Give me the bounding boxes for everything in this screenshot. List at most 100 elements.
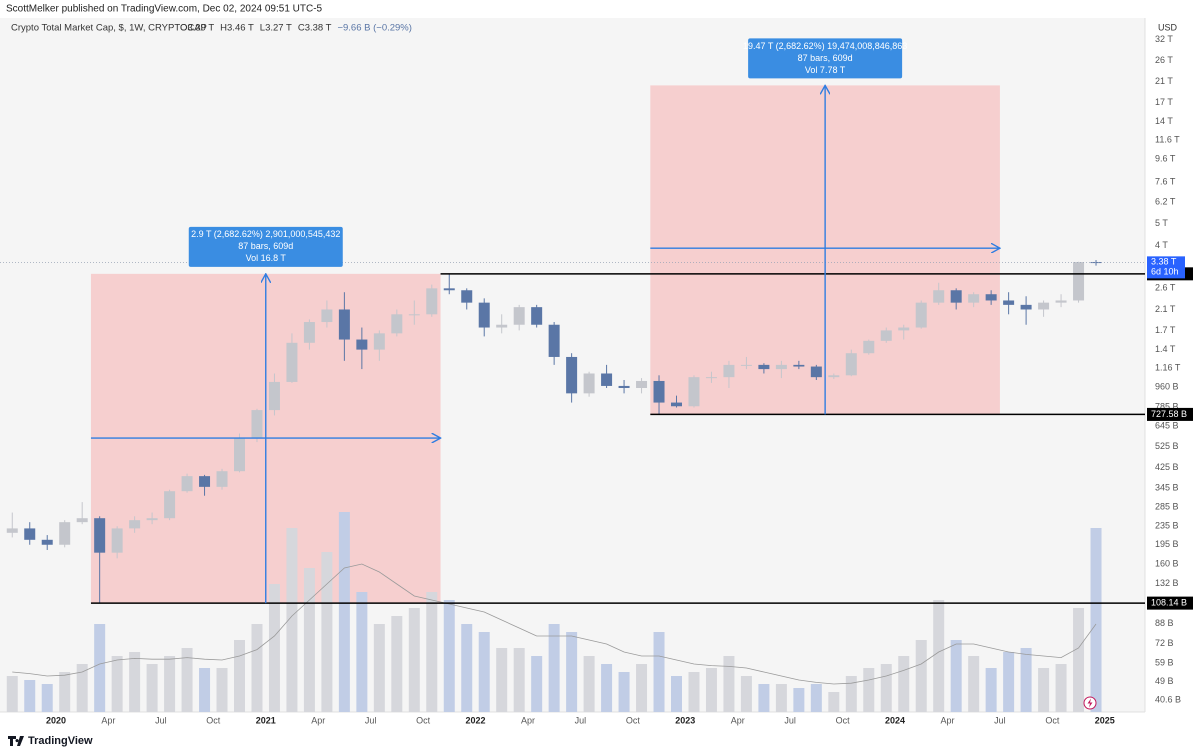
y-tick-label: 17 T (1155, 97, 1173, 107)
y-tick-label: 21 T (1155, 76, 1173, 86)
candle-body (41, 539, 53, 545)
volume-bar (111, 656, 123, 712)
volume-bar (6, 676, 18, 712)
price-axis: 32 T 26 T 21 T 17 T 14 T 11.6 T 9.6 T 7.6 T 6.2 … (1147, 34, 1193, 704)
candle-body (898, 327, 910, 331)
measure-tooltip-text: Vol 7.78 T (805, 65, 846, 75)
x-tick-label: 2021 (256, 715, 276, 725)
y-tick-label: 1.7 T (1155, 325, 1176, 335)
candle-body (356, 339, 368, 350)
candle-body (461, 290, 473, 303)
level-price-text: 108.14 B (1151, 597, 1187, 607)
legend-value: C3.38 T (298, 23, 332, 34)
x-tick-label: Jul (575, 715, 587, 725)
candle-body (915, 302, 927, 328)
candle-body (566, 356, 578, 394)
x-tick-label: 2023 (675, 715, 695, 725)
y-tick-label: 11.6 T (1155, 135, 1180, 145)
logo (8, 736, 24, 746)
volume-bar (531, 656, 543, 712)
candle-body (1073, 262, 1085, 301)
volume-bar (251, 624, 263, 712)
candle-body (950, 290, 962, 303)
volume-bar (321, 552, 333, 712)
volume-bar (199, 668, 211, 712)
x-tick-label: Apr (731, 715, 745, 725)
y-tick-label: 960 B (1155, 381, 1179, 391)
volume-bar (426, 592, 438, 712)
volume-bar (1073, 608, 1085, 712)
volume-bar (653, 632, 665, 712)
candle-body (426, 288, 438, 315)
x-tick-label: Oct (206, 715, 221, 725)
candle-body (408, 314, 420, 316)
volume-bar (583, 656, 595, 712)
y-tick-label: 4 T (1155, 240, 1168, 250)
volume-bar (24, 680, 36, 712)
x-tick-label: 2024 (885, 715, 905, 725)
last-price-text: 3.38 T (1151, 257, 1177, 267)
volume-bar (601, 664, 613, 712)
volume-bar (408, 608, 420, 712)
x-tick-label: Jul (155, 715, 167, 725)
published: ScottMelker published on TradingView.com… (6, 4, 323, 15)
volume-bar (810, 684, 822, 712)
candle-body (496, 324, 508, 328)
candle-body (671, 402, 682, 407)
candle-body (845, 353, 857, 376)
last-price-countdown: 6d 10h (1151, 267, 1179, 277)
volume-bar (793, 688, 805, 712)
candle-body (880, 330, 892, 341)
x-tick-label: Oct (626, 715, 641, 725)
candle-body (636, 380, 648, 389)
currency: USD (1158, 22, 1178, 32)
volume-bar (985, 668, 997, 712)
volume-ma (12, 563, 1097, 685)
x-tick-label: Apr (940, 715, 954, 725)
volume-bar (775, 684, 787, 712)
candle-body (59, 522, 71, 545)
y-tick-label: 785 B (1155, 401, 1179, 411)
candle-body (618, 385, 630, 389)
volume-bar (845, 676, 857, 712)
symbol: Crypto Total Market Cap, $, 1W, CRYPTOCA… (11, 23, 207, 34)
y-tick-label: 2.6 T (1155, 283, 1176, 293)
volume-bar (723, 656, 735, 712)
candle-body (286, 342, 298, 382)
candle-body (775, 364, 787, 370)
x-tick-label: Oct (416, 715, 431, 725)
volume-bar (496, 648, 508, 712)
candle-body (1020, 304, 1032, 310)
candle-body (251, 410, 263, 438)
candle-body (216, 471, 228, 487)
volume-bar (636, 664, 648, 712)
measure-tooltip-text: 2.9 T (2,682.62%) 2,901,000,545,432 (191, 229, 340, 239)
layers: 2.9 T (2,682.62%) 2,901,000,545,432 87 ba… (0, 38, 1145, 712)
legend-value: −9.66 B (−0.29%) (337, 23, 411, 34)
volume-bar (1020, 648, 1032, 712)
candle-body (933, 290, 945, 303)
volume-bar (863, 668, 875, 712)
volume-bar (898, 656, 910, 712)
x-tick-label: Jul (365, 715, 377, 725)
candle-body (6, 528, 18, 533)
y-tick-label: 59 B (1155, 657, 1174, 667)
x-tick-label: 2022 (466, 715, 486, 725)
volume-bar (181, 648, 193, 712)
y-tick-label: 425 B (1155, 462, 1179, 472)
x-tick-label: Oct (1045, 715, 1060, 725)
candle-body (164, 491, 176, 519)
last-price-label (1147, 256, 1185, 279)
candle-body (863, 340, 875, 354)
candle-body (129, 520, 141, 529)
legend-value: H3.46 T (220, 23, 254, 34)
legend: Crypto Total Market Cap, $, 1W, CRYPTOCA… (11, 23, 412, 34)
volume-bar (146, 664, 158, 712)
y-tick-label: 235 B (1155, 521, 1179, 531)
volume-bar (216, 668, 228, 712)
volume-bar (391, 616, 403, 712)
volume-bar (758, 684, 770, 712)
legend-value: L3.27 T (260, 23, 292, 34)
candle-body (601, 373, 613, 386)
measure-tooltip (188, 226, 343, 267)
